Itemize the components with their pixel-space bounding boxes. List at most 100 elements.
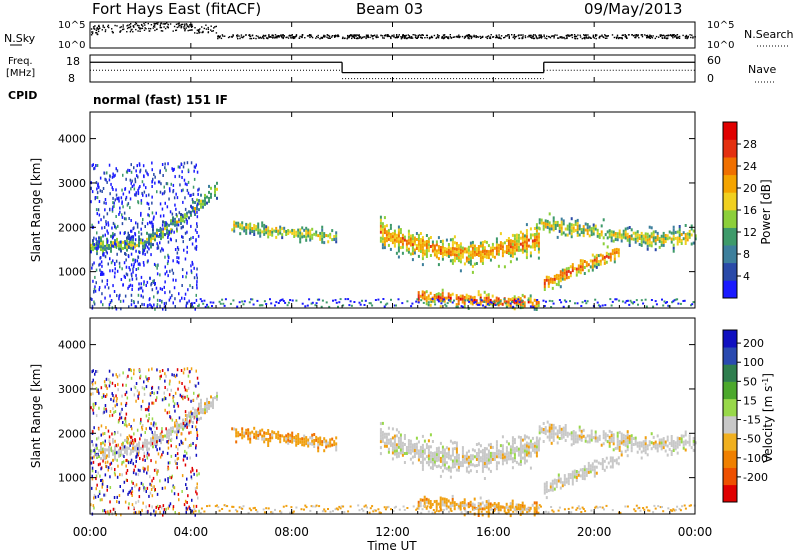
- range-gate-cell: [591, 253, 594, 257]
- range-gate-cell: [515, 460, 518, 464]
- range-gate-cell: [411, 461, 414, 465]
- range-gate-cell: [572, 430, 575, 433]
- ground-scatter-cell: [200, 300, 203, 303]
- range-gate-cell: [658, 444, 661, 448]
- range-gate-cell: [327, 234, 330, 238]
- range-gate-cell: [425, 246, 428, 249]
- range-gate-cell: [391, 445, 394, 449]
- range-gate-cell: [487, 502, 490, 506]
- noise-cell: [115, 188, 117, 192]
- range-gate-cell: [535, 442, 538, 446]
- noise-point: [350, 34, 352, 36]
- noise-cell: [107, 221, 109, 225]
- range-gate-cell: [626, 232, 629, 236]
- range-gate-cell: [405, 452, 408, 455]
- range-gate-cell: [315, 435, 318, 439]
- noise-point: [452, 36, 455, 38]
- range-gate-cell: [537, 241, 540, 245]
- range-gate-cell: [586, 223, 589, 227]
- range-gate-cell: [441, 445, 444, 449]
- noise-cell: [189, 284, 191, 288]
- range-gate-cell: [134, 242, 136, 246]
- range-gate-cell: [603, 468, 606, 472]
- range-gate-cell: [449, 507, 452, 511]
- range-gate-cell: [548, 221, 551, 225]
- range-gate-cell: [467, 257, 470, 261]
- ground-scatter-cell: [671, 301, 674, 304]
- noise-cell: [170, 230, 173, 234]
- range-gate-cell: [463, 262, 466, 266]
- noise-point: [438, 35, 440, 37]
- noise-cell: [161, 223, 164, 227]
- range-gate-cell: [584, 439, 587, 443]
- noise-point: [581, 37, 583, 40]
- range-gate-cell: [610, 230, 613, 234]
- noise-cell: [90, 250, 92, 254]
- range-gate-cell: [206, 195, 208, 199]
- range-gate-cell: [523, 449, 526, 453]
- range-gate-cell: [601, 257, 604, 261]
- range-gate-cell: [601, 464, 604, 467]
- range-gate-cell: [287, 435, 290, 439]
- range-gate-cell: [668, 230, 671, 234]
- range-gate-cell: [542, 431, 545, 434]
- noise-cell: [195, 444, 197, 448]
- noise-cell: [95, 281, 97, 285]
- range-gate-cell: [421, 242, 424, 246]
- range-gate-cell: [473, 247, 476, 251]
- noise-point: [138, 26, 140, 29]
- range-gate-cell: [425, 249, 428, 252]
- noise-cell: [176, 466, 178, 470]
- range-gate-cell: [694, 441, 697, 445]
- range-gate-cell: [297, 436, 300, 439]
- noise-cell: [130, 435, 132, 439]
- range-gate-cell: [273, 431, 276, 435]
- range-gate-cell: [329, 441, 332, 445]
- range-gate-cell: [401, 447, 404, 451]
- range-gate-cell: [537, 232, 540, 236]
- noise-cell: [100, 237, 102, 241]
- range-gate-cell: [523, 452, 526, 456]
- noise-cell: [193, 266, 195, 270]
- range-gate-cell: [501, 447, 504, 451]
- range-gate-cell: [245, 231, 248, 235]
- ground-scatter-cell: [615, 298, 618, 301]
- noise-point: [557, 37, 559, 39]
- noise-cell: [100, 218, 102, 222]
- range-gate-cell: [100, 239, 102, 243]
- range-gate-cell: [473, 298, 476, 302]
- ground-scatter-cell: [361, 299, 363, 302]
- noise-cell: [145, 169, 147, 173]
- range-gate-cell: [634, 231, 637, 235]
- noise-point: [549, 37, 552, 39]
- range-gate-cell: [570, 223, 573, 227]
- ground-scatter-cell: [197, 305, 200, 307]
- ground-scatter-cell: [448, 299, 450, 302]
- range-gate-cell: [531, 239, 534, 243]
- noise-cell: [138, 162, 141, 166]
- range-gate-cell: [457, 247, 460, 251]
- noise-cell: [93, 493, 96, 497]
- noise-cell: [197, 234, 200, 238]
- ground-scatter-cell: [430, 300, 433, 303]
- range-gate-cell: [483, 447, 486, 450]
- range-gate-cell: [299, 228, 302, 232]
- range-gate-cell: [114, 245, 116, 249]
- range-gate-cell: [259, 228, 262, 232]
- range-gate-cell: [678, 237, 681, 240]
- range-gate-cell: [602, 433, 605, 437]
- range-gate-cell: [591, 259, 594, 263]
- noise-cell: [186, 183, 188, 187]
- range-gate-cell: [401, 239, 404, 243]
- ground-scatter-cell: [550, 306, 553, 308]
- range-gate-cell: [533, 513, 536, 517]
- range-gate-cell: [636, 239, 639, 243]
- noise-point: [676, 34, 678, 36]
- noise-cell: [182, 188, 184, 192]
- noise-cell: [156, 190, 158, 194]
- range-gate-cell: [513, 243, 516, 247]
- range-gate-cell: [443, 463, 446, 467]
- ground-scatter-cell: [654, 300, 657, 303]
- noise-cell: [179, 165, 181, 169]
- ground-scatter-cell: [505, 305, 508, 308]
